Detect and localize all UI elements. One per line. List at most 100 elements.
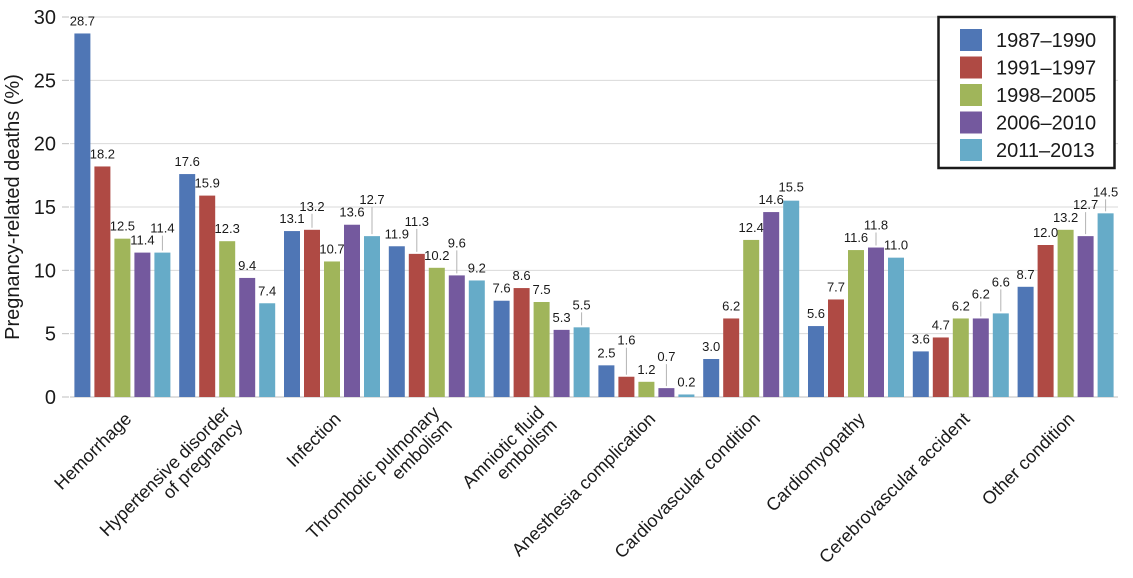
bar xyxy=(703,359,720,397)
value-label: 12.5 xyxy=(110,219,135,234)
value-label: 5.6 xyxy=(807,306,825,321)
legend-swatch xyxy=(960,56,982,79)
value-label: 12.0 xyxy=(1033,225,1058,240)
bar xyxy=(304,229,320,397)
value-label: 13.6 xyxy=(339,205,364,220)
value-label: 12.3 xyxy=(215,221,240,236)
bar xyxy=(448,275,465,397)
value-label: 9.4 xyxy=(238,258,256,273)
bar xyxy=(912,351,929,397)
bar xyxy=(1077,236,1094,397)
x-category-label: Amniotic fluidembolism xyxy=(458,402,561,505)
bar xyxy=(388,246,405,397)
value-label: 12.7 xyxy=(1073,197,1098,212)
bar xyxy=(678,394,695,397)
bar xyxy=(493,300,510,397)
value-label: 10.7 xyxy=(319,241,344,256)
value-label: 13.2 xyxy=(1053,210,1078,225)
bar xyxy=(239,277,256,397)
bar xyxy=(638,381,655,397)
value-label: 7.4 xyxy=(258,283,276,298)
bar xyxy=(94,166,111,397)
bar xyxy=(134,252,151,397)
value-label: 6.2 xyxy=(722,298,740,313)
bar xyxy=(783,200,800,397)
y-tick-label: 25 xyxy=(34,70,56,92)
bar xyxy=(952,318,969,397)
bar xyxy=(533,302,550,397)
bar xyxy=(573,327,590,397)
value-label: 17.6 xyxy=(175,154,200,169)
value-label: 12.4 xyxy=(739,220,764,235)
bar xyxy=(828,299,844,397)
legend-swatch xyxy=(960,29,982,51)
bar xyxy=(1097,213,1114,397)
value-label: 10.2 xyxy=(424,248,449,263)
value-label: 11.4 xyxy=(150,221,174,236)
bar xyxy=(1037,245,1054,397)
value-label: 5.3 xyxy=(553,310,571,325)
value-label: 11.0 xyxy=(884,238,908,253)
bar xyxy=(618,376,635,397)
bar xyxy=(658,388,675,397)
bar xyxy=(723,318,740,397)
value-label: 6.6 xyxy=(992,274,1010,289)
legend-swatch xyxy=(960,111,982,134)
bar xyxy=(932,337,949,397)
value-label: 14.6 xyxy=(759,192,784,207)
value-label: 28.7 xyxy=(70,13,95,28)
value-label: 11.6 xyxy=(844,230,868,245)
value-label: 7.6 xyxy=(493,281,511,296)
bar xyxy=(154,252,171,397)
value-label: 1.2 xyxy=(637,362,655,377)
value-label: 6.2 xyxy=(972,286,990,301)
value-label: 13.1 xyxy=(279,211,304,226)
legend-label: 1987–1990 xyxy=(996,30,1096,52)
value-label: 8.6 xyxy=(513,268,531,283)
legend-swatch xyxy=(960,139,982,161)
bar xyxy=(1017,286,1034,397)
legend-swatch xyxy=(960,84,982,106)
y-tick-label: 5 xyxy=(45,324,56,346)
x-category-label: Other condition xyxy=(978,409,1078,509)
value-label: 1.6 xyxy=(617,333,635,348)
bar xyxy=(364,236,380,397)
y-tick-label: 15 xyxy=(34,197,56,219)
x-category-label: Cardiomyopathy xyxy=(762,409,869,516)
y-tick-label: 20 xyxy=(34,134,56,156)
value-label: 15.9 xyxy=(195,176,220,191)
bar xyxy=(888,257,904,397)
value-label: 0.2 xyxy=(677,374,695,389)
x-category-label: Hemorrhage xyxy=(50,409,135,494)
bar xyxy=(553,329,570,397)
bar xyxy=(324,261,340,397)
value-label: 7.7 xyxy=(827,279,845,294)
value-label: 8.7 xyxy=(1017,267,1035,282)
bar xyxy=(408,253,425,397)
legend-label: 1998–2005 xyxy=(996,85,1096,107)
y-tick-label: 0 xyxy=(45,387,56,409)
bar xyxy=(868,247,884,397)
legend-label: 2006–2010 xyxy=(996,113,1096,135)
legend-label: 1991–1997 xyxy=(996,58,1096,80)
value-label: 13.2 xyxy=(299,199,324,214)
bar xyxy=(344,224,360,397)
legend-label: 2011–2013 xyxy=(996,140,1095,162)
bar xyxy=(199,195,216,397)
value-label: 3.0 xyxy=(702,339,720,354)
y-tick-label: 10 xyxy=(34,260,56,282)
value-label: 9.2 xyxy=(468,260,486,275)
value-label: 3.6 xyxy=(912,331,930,346)
value-label: 6.2 xyxy=(952,298,970,313)
bar xyxy=(284,231,300,397)
bar xyxy=(428,267,445,397)
bar xyxy=(743,239,760,397)
bar xyxy=(848,250,864,397)
bar xyxy=(114,238,131,397)
bar xyxy=(1057,229,1074,397)
value-label: 11.9 xyxy=(385,226,409,241)
value-label: 12.7 xyxy=(359,192,384,207)
value-label: 2.5 xyxy=(597,345,615,360)
